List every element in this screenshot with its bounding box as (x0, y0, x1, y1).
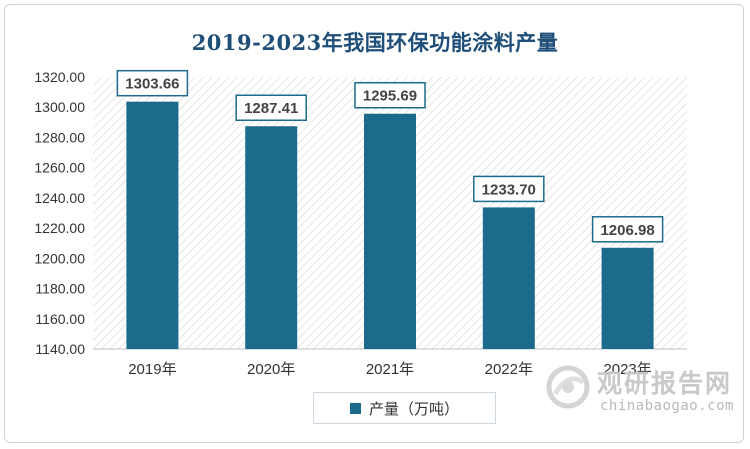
x-tick-label: 2020年 (247, 361, 295, 378)
x-tick-label: 2022年 (485, 361, 533, 378)
data-label-box (116, 69, 189, 97)
watermark-cn: 观研报告网 (597, 369, 733, 398)
data-label-box (473, 175, 545, 203)
data-label: 1233.70 (482, 181, 536, 198)
y-tick-label: 1220.00 (34, 220, 85, 236)
watermark-en: chinabaogao.com (600, 398, 734, 414)
y-tick-label: 1280.00 (34, 129, 85, 145)
y-tick-label: 1140.00 (35, 341, 85, 357)
data-label-box (591, 216, 664, 243)
y-tick-label: 1240.00 (34, 190, 85, 206)
legend-label: 产量（万吨） (368, 400, 459, 418)
y-tick-label: 1320.00 (34, 69, 85, 85)
legend-swatch (349, 402, 361, 414)
bar (364, 113, 416, 349)
bar (601, 247, 654, 349)
y-tick-label: 1200.00 (34, 250, 85, 266)
data-label: 1287.41 (244, 100, 298, 117)
data-label-box (235, 94, 307, 121)
y-tick-label: 1160.00 (35, 311, 85, 327)
bar (482, 207, 535, 349)
y-tick-label: 1300.00 (34, 99, 85, 115)
data-label: 1303.66 (125, 76, 179, 93)
watermark: 观研报告网 chinabaogao.com (545, 362, 740, 422)
x-tick-label: 2023年 (603, 361, 651, 378)
watermark-logo-icon (546, 365, 590, 409)
bar (245, 126, 298, 350)
data-label-box (354, 81, 426, 109)
chart-title: 2019-2023年我国环保功能涂料产量 (191, 30, 559, 55)
y-tick-label: 1260.00 (34, 160, 85, 176)
bar (126, 101, 179, 349)
y-tick-label: 1180.00 (35, 281, 85, 297)
data-label: 1295.69 (363, 88, 417, 105)
legend: 产量（万吨） (313, 392, 496, 424)
data-label: 1206.98 (600, 222, 654, 239)
x-tick-label: 2019年 (128, 361, 176, 378)
x-tick-label: 2021年 (366, 361, 414, 378)
